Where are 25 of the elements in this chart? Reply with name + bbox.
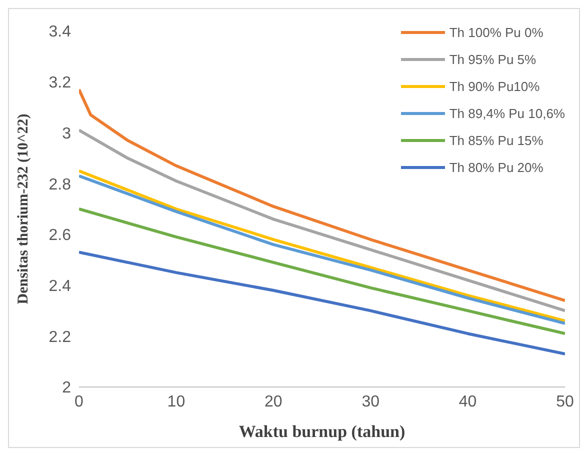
x-tick-label: 10 — [167, 393, 186, 410]
legend-label: Th 90% Pu10% — [449, 78, 540, 96]
legend-label: Th 89,4% Pu 10,6% — [449, 105, 565, 123]
x-tick-label: 30 — [362, 393, 380, 410]
y-tick-label: 2.2 — [48, 328, 72, 346]
x-tick-label: 50 — [556, 393, 574, 410]
legend-label: Th 85% Pu 15% — [449, 132, 544, 150]
y-axis-title: Densitas thorium-232 (10^22) — [15, 114, 32, 304]
y-tick-label: 2.4 — [48, 278, 72, 295]
legend-label: Th 100% Pu 0% — [449, 24, 544, 42]
x-tick-label: 20 — [264, 393, 282, 410]
x-tick-label: 40 — [458, 393, 477, 410]
y-tick-label: 2.6 — [48, 227, 72, 244]
legend-label: Th 80% Pu 20% — [449, 159, 544, 177]
x-tick-label: 0 — [74, 393, 84, 410]
line-series — [79, 208, 565, 336]
y-tick-label: 2 — [62, 380, 72, 397]
legend-label: Th 95% Pu 5% — [449, 51, 536, 69]
y-tick-label: 3.2 — [48, 74, 72, 92]
y-tick-label: 2.8 — [48, 176, 72, 194]
y-tick-label: 3.4 — [48, 24, 72, 41]
y-tick-label: 3 — [62, 125, 72, 142]
line-series — [79, 128, 565, 312]
line-series — [79, 250, 565, 356]
x-axis-title: Waktu burnup (tahun) — [238, 422, 406, 441]
